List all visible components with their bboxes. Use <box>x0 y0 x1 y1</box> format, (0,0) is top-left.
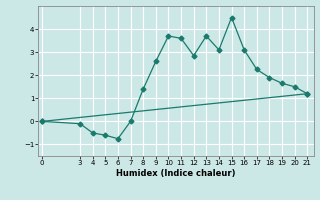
X-axis label: Humidex (Indice chaleur): Humidex (Indice chaleur) <box>116 169 236 178</box>
